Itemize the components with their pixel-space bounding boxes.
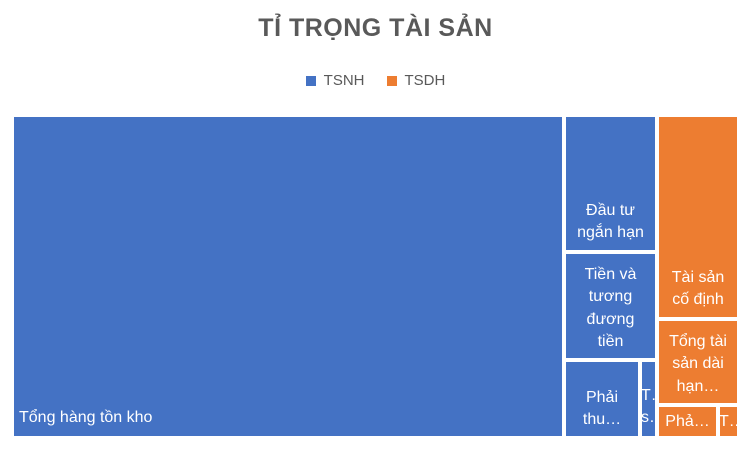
- tile-label: T… s…: [641, 387, 655, 427]
- treemap: Tổng hàng tồn kho Đầu tư ngắn hạn Tiền v…: [12, 115, 739, 438]
- tile-tong-tai-san-dai-han[interactable]: Tổng tài sản dài hạn…: [657, 319, 739, 405]
- tile-label: Phả…: [665, 413, 710, 430]
- tile-tien-va-tuong-duong-tien[interactable]: Tiền và tương đương tiền: [564, 252, 657, 360]
- tile-tong-hang-ton-kho[interactable]: Tổng hàng tồn kho: [12, 115, 564, 438]
- tile-label: T…: [719, 413, 737, 430]
- legend-item-tsnh: TSNH: [305, 72, 365, 89]
- tile-dau-tu-ngan-han[interactable]: Đầu tư ngắn hạn: [564, 115, 657, 252]
- tile-phai-thu[interactable]: Phải thu…: [564, 360, 640, 438]
- tile-tsdh-small[interactable]: T…: [718, 405, 739, 438]
- tile-phai-dai-han[interactable]: Phả…: [657, 405, 718, 438]
- tile-label: Tổng hàng tồn kho: [19, 409, 153, 426]
- tile-label: Đầu tư ngắn hạn: [577, 202, 644, 242]
- legend-label-tsdh: TSDH: [404, 72, 446, 89]
- tile-tai-san-co-dinh[interactable]: Tài sản cố định: [657, 115, 739, 319]
- legend-item-tsdh: TSDH: [386, 72, 446, 89]
- tile-tsnh-small[interactable]: T… s…: [640, 360, 657, 438]
- tile-label: Tài sản cố định: [671, 269, 725, 309]
- tile-label: Tiền và tương đương tiền: [584, 266, 637, 351]
- legend: TSNH TSDH: [0, 72, 751, 89]
- legend-swatch-tsnh: [305, 75, 316, 86]
- legend-label-tsnh: TSNH: [323, 72, 365, 89]
- tile-label: Tổng tài sản dài hạn…: [669, 333, 727, 395]
- chart-title: TỈ TRỌNG TÀI SẢN: [258, 14, 493, 42]
- legend-swatch-tsdh: [386, 75, 397, 86]
- tile-label: Phải thu…: [582, 389, 622, 429]
